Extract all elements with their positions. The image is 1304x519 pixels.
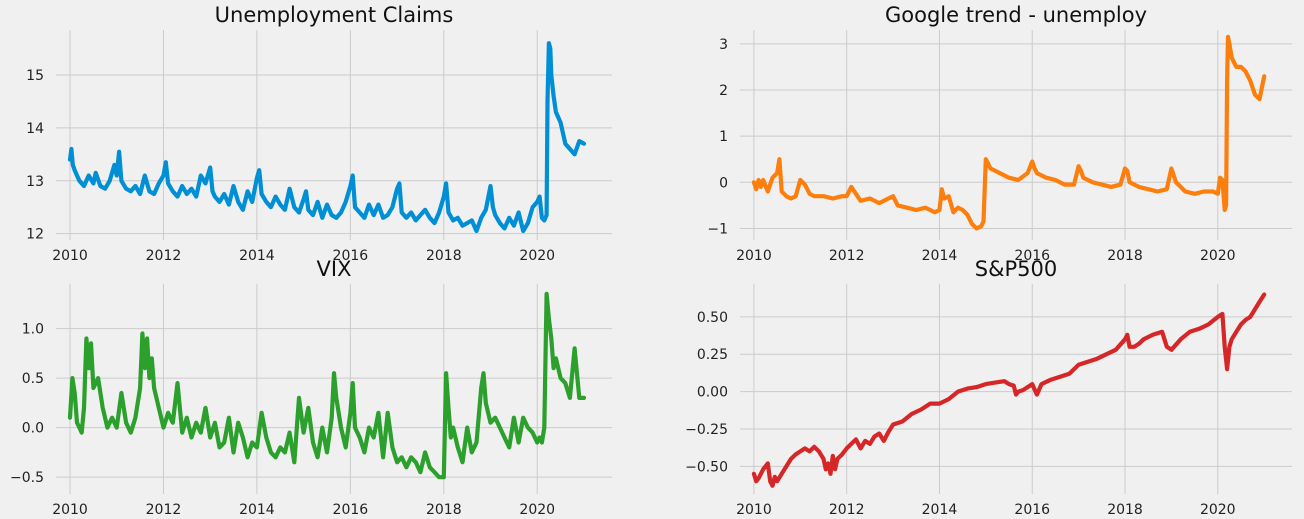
x-tick-label: 2016 — [1014, 248, 1050, 264]
series-line — [67, 41, 587, 234]
subplot-3: 2010 2012 2014 2016 2018 2020 −0.50 −0.25 0.00 0.… — [685, 257, 1292, 518]
x-tick-label: 2020 — [1200, 502, 1236, 518]
y-tick-label: −1 — [707, 221, 728, 237]
y-tick-label: 0.25 — [697, 347, 728, 363]
chart-title: S&P500 — [975, 257, 1057, 281]
x-tick-label: 2016 — [1014, 502, 1050, 518]
y-tick-label: 0.50 — [697, 310, 728, 326]
x-tick-label: 2016 — [333, 248, 369, 264]
y-tick-label: 1.0 — [22, 322, 44, 338]
y-tick-label: 0.0 — [22, 421, 44, 437]
x-tick-label: 2020 — [1200, 248, 1236, 264]
x-tick-label: 2014 — [239, 248, 275, 264]
x-tick-label: 2020 — [519, 502, 555, 518]
y-tick-label: 15 — [26, 68, 44, 84]
x-tick-label: 2016 — [333, 502, 369, 518]
x-tick-label: 2014 — [922, 502, 958, 518]
chart-title: Google trend - unemploy — [885, 3, 1147, 27]
plot-area — [740, 30, 1292, 240]
subplot-1: 2010 2012 2014 2016 2018 2020 −1 0 1 2 3 Google tre… — [707, 3, 1292, 264]
x-tick-label: 2010 — [52, 248, 88, 264]
y-tick-label: 0.5 — [22, 371, 44, 387]
x-tick-label: 2012 — [146, 248, 182, 264]
series-line — [751, 34, 1267, 231]
x-tick-label: 2018 — [426, 248, 462, 264]
y-tick-label: 13 — [26, 174, 44, 190]
x-tick-label: 2018 — [1107, 502, 1143, 518]
subplot-2: 2010 2012 2014 2016 2018 2020 −0.5 0.0 0.5 1.0 VIX — [10, 257, 612, 518]
chart-title: Unemployment Claims — [215, 3, 454, 27]
y-tick-label: −0.50 — [685, 459, 728, 475]
plot-area — [56, 30, 612, 240]
chart-title: VIX — [317, 257, 352, 281]
x-tick-label: 2010 — [736, 502, 772, 518]
x-tick-label: 2018 — [1107, 248, 1143, 264]
y-tick-label: −0.25 — [685, 422, 728, 438]
subplot-0: 2010 2012 2014 2016 2018 2020 12 13 14 15 Unemploy… — [26, 3, 612, 264]
series-line — [751, 292, 1267, 488]
y-tick-label: 0.00 — [697, 385, 728, 401]
y-tick-label: 12 — [26, 227, 44, 243]
x-tick-label: 2014 — [239, 502, 275, 518]
x-tick-label: 2018 — [426, 502, 462, 518]
series-line — [67, 291, 587, 480]
y-tick-label: 3 — [719, 37, 728, 53]
y-tick-label: 1 — [719, 129, 728, 145]
y-tick-label: 0 — [719, 175, 728, 191]
x-tick-label: 2010 — [736, 248, 772, 264]
y-tick-label: 2 — [719, 83, 728, 99]
x-tick-label: 2012 — [829, 502, 865, 518]
x-tick-label: 2014 — [922, 248, 958, 264]
x-tick-label: 2012 — [146, 502, 182, 518]
y-tick-label: −0.5 — [10, 470, 44, 486]
x-tick-label: 2010 — [52, 502, 88, 518]
x-tick-label: 2020 — [519, 248, 555, 264]
y-tick-label: 14 — [26, 121, 44, 137]
x-tick-label: 2012 — [829, 248, 865, 264]
